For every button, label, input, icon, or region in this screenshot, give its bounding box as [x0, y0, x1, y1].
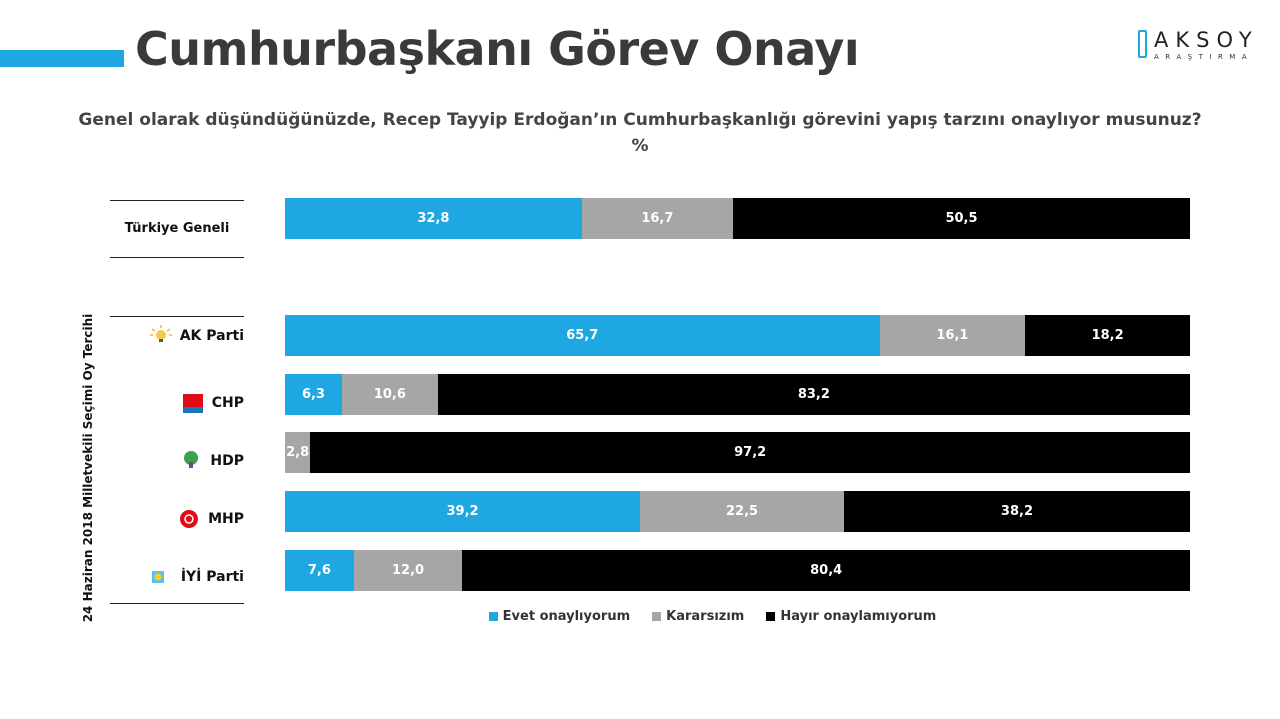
iyi-sun-icon [151, 571, 164, 583]
data-label: 16,7 [641, 211, 674, 226]
divider [110, 200, 244, 201]
group-axis-label: 24 Haziran 2018 Milletvekili Seçimi Oy T… [81, 313, 95, 623]
logo-mark-icon [1138, 30, 1147, 58]
data-label: 32,8 [417, 211, 450, 226]
survey-question: Genel olarak düşündüğünüzde, Recep Tayyi… [0, 107, 1280, 159]
bar-segment-evet: 32,8 [285, 198, 582, 239]
legend-swatch [766, 612, 776, 621]
bar-segment-kararsiz: 22,5 [640, 491, 844, 532]
legend-item-kararsiz: Kararsızım [652, 609, 744, 624]
data-label: 38,2 [1000, 504, 1033, 519]
bar-segment-evet: 7,6 [285, 550, 354, 591]
page-title: Cumhurbaşkanı Görev Onayı [135, 22, 860, 76]
data-label: 97,2 [734, 445, 767, 460]
data-label: 18,2 [1091, 328, 1124, 343]
bar-segment-hayir: 97,2 [310, 432, 1190, 473]
bar-segment-evet: 6,3 [285, 374, 342, 415]
legend-item-hayir: Hayır onaylamıyorum [766, 609, 936, 624]
data-label: 50,5 [945, 211, 978, 226]
party-name: AK Parti [179, 328, 244, 344]
data-label: 2,8 [286, 445, 310, 460]
data-label: 39,2 [446, 504, 479, 519]
data-label: 6,3 [301, 387, 325, 402]
title-accent-bar [0, 50, 124, 67]
category-label-iyi-parti: İYİ Parti [151, 566, 244, 588]
bar-segment-hayir: 18,2 [1025, 315, 1190, 356]
divider [110, 603, 244, 604]
mhp-crescents-icon [180, 510, 199, 528]
data-label: 12,0 [392, 563, 425, 578]
data-label: 65,7 [566, 328, 599, 343]
bar-segment-hayir: 50,5 [732, 198, 1190, 239]
bar-segment-kararsiz: 16,1 [879, 315, 1026, 356]
bar-segment-kararsiz: 16,7 [581, 198, 733, 239]
category-label-chp: CHP [182, 392, 244, 414]
logo-text: AKSOY [1154, 28, 1259, 52]
party-name: İYİ Parti [180, 569, 244, 585]
bar-segment-kararsiz: 2,8 [285, 432, 311, 473]
legend-label: Hayır onaylamıyorum [780, 609, 937, 624]
unit-label: % [631, 136, 649, 156]
bar-segment-evet: 39,2 [285, 491, 641, 532]
category-label-mhp: MHP [178, 508, 244, 530]
bar-segment-evet: 65,7 [285, 315, 880, 356]
aksoy-logo: AKSOY ARAŞTIRMA [1138, 28, 1260, 64]
question-text: Genel olarak düşündüğünüzde, Recep Tayyi… [78, 110, 1202, 130]
chp-six-arrows-icon [182, 394, 203, 413]
bar-segment-hayir: 38,2 [843, 491, 1190, 532]
logo-subtext: ARAŞTIRMA [1154, 53, 1254, 61]
party-name: CHP [211, 395, 244, 411]
legend: Evet onaylıyorum Kararsızım Hayır onayla… [0, 609, 1280, 624]
bar-segment-hayir: 83,2 [437, 374, 1190, 415]
category-label: Türkiye Geneli [124, 221, 230, 236]
data-label: 16,1 [936, 328, 969, 343]
legend-swatch [488, 612, 498, 621]
data-label: 83,2 [797, 387, 830, 402]
hdp-tree-icon [184, 451, 199, 468]
bar-segment-kararsiz: 10,6 [341, 374, 438, 415]
ak-parti-bulb-icon [149, 325, 172, 342]
divider [110, 257, 244, 258]
data-label: 10,6 [373, 387, 406, 402]
bar-segment-kararsiz: 12,0 [353, 550, 463, 591]
legend-swatch [652, 612, 662, 621]
data-label: 7,6 [307, 563, 331, 578]
data-label: 22,5 [725, 504, 759, 519]
category-label-ak-parti: AK Parti [149, 325, 244, 347]
divider [110, 316, 244, 317]
party-name: HDP [210, 453, 244, 469]
category-label-hdp: HDP [180, 450, 244, 472]
data-label: 80,4 [810, 563, 843, 578]
party-name: MHP [208, 511, 244, 527]
legend-item-evet: Evet onaylıyorum [488, 609, 631, 624]
legend-label: Evet onaylıyorum [502, 609, 631, 624]
legend-label: Kararsızım [666, 609, 745, 624]
bar-segment-hayir: 80,4 [462, 550, 1190, 591]
